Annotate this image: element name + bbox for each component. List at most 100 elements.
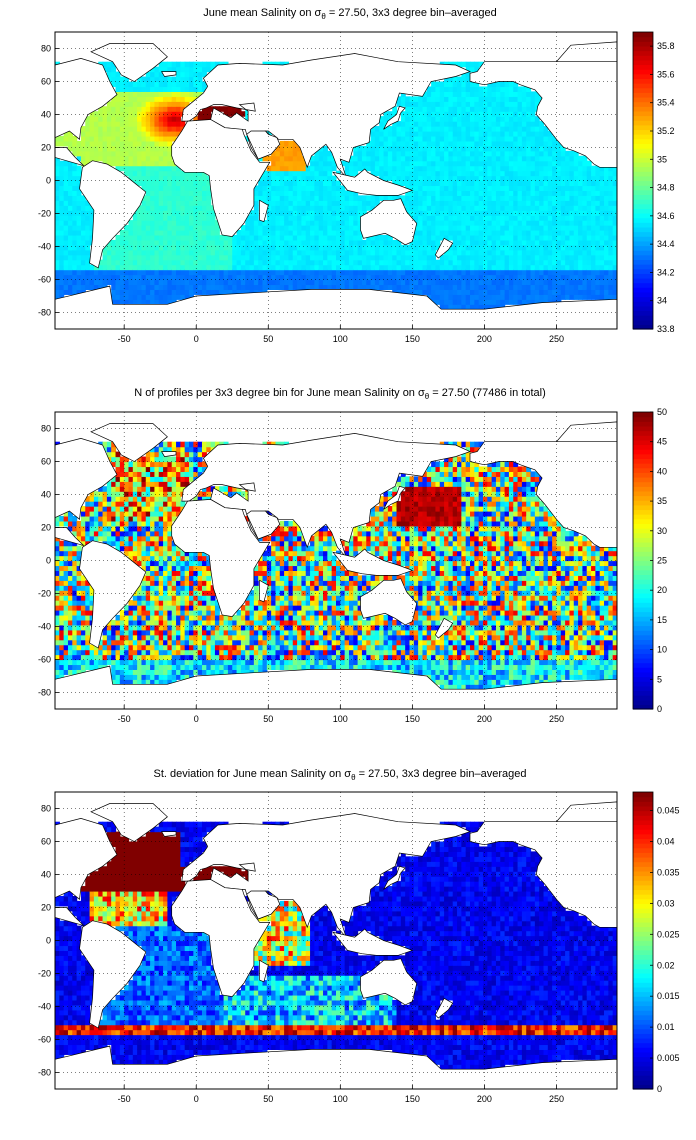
heat-cell [132, 639, 138, 646]
heat-cell [55, 190, 60, 196]
heat-cell [426, 106, 432, 112]
heat-cell [63, 664, 69, 670]
heat-cell [418, 239, 424, 246]
heat-cell [236, 244, 242, 251]
heat-cell [586, 165, 592, 172]
heat-cell [383, 116, 389, 122]
heat-cell [310, 284, 315, 290]
heat-cell [495, 135, 501, 142]
heat-cell [448, 259, 454, 266]
heat-cell [176, 215, 181, 221]
heat-cell [452, 185, 458, 191]
heat-cell [132, 496, 138, 502]
heat-cell [608, 284, 614, 290]
heat-cell [124, 520, 130, 527]
heat-cell [560, 220, 566, 226]
heat-cell [526, 225, 532, 231]
heat-cell [271, 155, 277, 162]
heat-cell [487, 180, 493, 187]
heat-cell [197, 274, 203, 281]
heat-cell [530, 131, 536, 137]
heat-cell [482, 121, 488, 127]
heat-cell [115, 121, 121, 127]
heat-cell [530, 249, 536, 256]
heat-cell [80, 244, 86, 251]
heat-cell [457, 230, 462, 236]
heat-cell [106, 644, 112, 651]
heat-cell [253, 220, 259, 226]
heat-cell [98, 274, 104, 281]
heat-cell [275, 190, 281, 196]
heat-cell [392, 170, 398, 177]
heat-cell [318, 230, 324, 236]
heat-cell [301, 225, 307, 231]
heat-cell [478, 150, 484, 157]
heat-cell [379, 259, 385, 266]
heat-cell [128, 674, 134, 680]
heat-cell [189, 254, 194, 261]
heat-cell [197, 234, 203, 241]
heat-cell [513, 86, 519, 92]
heat-cell [128, 234, 134, 241]
heat-cell [435, 205, 441, 211]
heat-cell [604, 165, 609, 172]
heat-cell [482, 135, 488, 142]
heat-cell [119, 76, 125, 83]
heat-cell [435, 175, 441, 182]
heat-cell [193, 220, 199, 226]
heat-cell [102, 274, 108, 281]
heat-cell [63, 215, 69, 221]
heat-cell [586, 210, 592, 216]
heat-cell [465, 160, 471, 167]
heat-cell [513, 111, 519, 117]
heat-cell [59, 545, 65, 552]
heat-cell [400, 126, 406, 132]
heat-cell [452, 160, 458, 167]
heat-cell [201, 205, 207, 211]
heat-cell [154, 200, 160, 206]
heat-cell [72, 629, 78, 636]
heat-cell [176, 190, 181, 196]
heat-cell [102, 515, 108, 522]
heat-cell [521, 160, 527, 167]
heat-cell [318, 210, 324, 216]
heat-cell [223, 106, 229, 112]
heat-cell [452, 264, 458, 271]
heat-cell [344, 284, 350, 290]
heat-cell [301, 170, 307, 177]
heat-cell [599, 274, 605, 281]
heat-cell [340, 210, 346, 216]
heat-cell [344, 225, 350, 231]
heat-cell [461, 121, 467, 127]
heat-cell [439, 289, 445, 295]
heat-cell [392, 264, 398, 271]
heat-cell [323, 225, 328, 231]
heat-cell [55, 669, 60, 675]
heat-cell [154, 116, 160, 122]
heat-cell [426, 220, 432, 226]
heat-cell [431, 175, 437, 182]
heat-cell [534, 220, 540, 226]
heat-cell [89, 150, 95, 157]
heat-cell [141, 614, 147, 621]
heat-cell [67, 560, 73, 567]
y-tick-label: -80 [38, 308, 51, 318]
heat-cell [504, 234, 510, 241]
heat-cell [604, 195, 609, 201]
heat-cell [426, 210, 432, 216]
heat-cell [482, 145, 488, 152]
heat-cell [353, 215, 359, 221]
heat-cell [59, 575, 65, 581]
heat-cell [348, 200, 354, 206]
heat-cell [565, 249, 571, 256]
heat-cell [504, 131, 510, 137]
heat-cell [145, 121, 151, 127]
heat-cell [418, 284, 424, 290]
heat-cell [500, 121, 506, 127]
heat-cell [132, 610, 138, 616]
heat-cell [150, 135, 156, 142]
heat-cell [106, 126, 112, 132]
heat-cell [124, 76, 130, 83]
heat-cell [318, 165, 324, 172]
heat-cell [145, 289, 151, 295]
